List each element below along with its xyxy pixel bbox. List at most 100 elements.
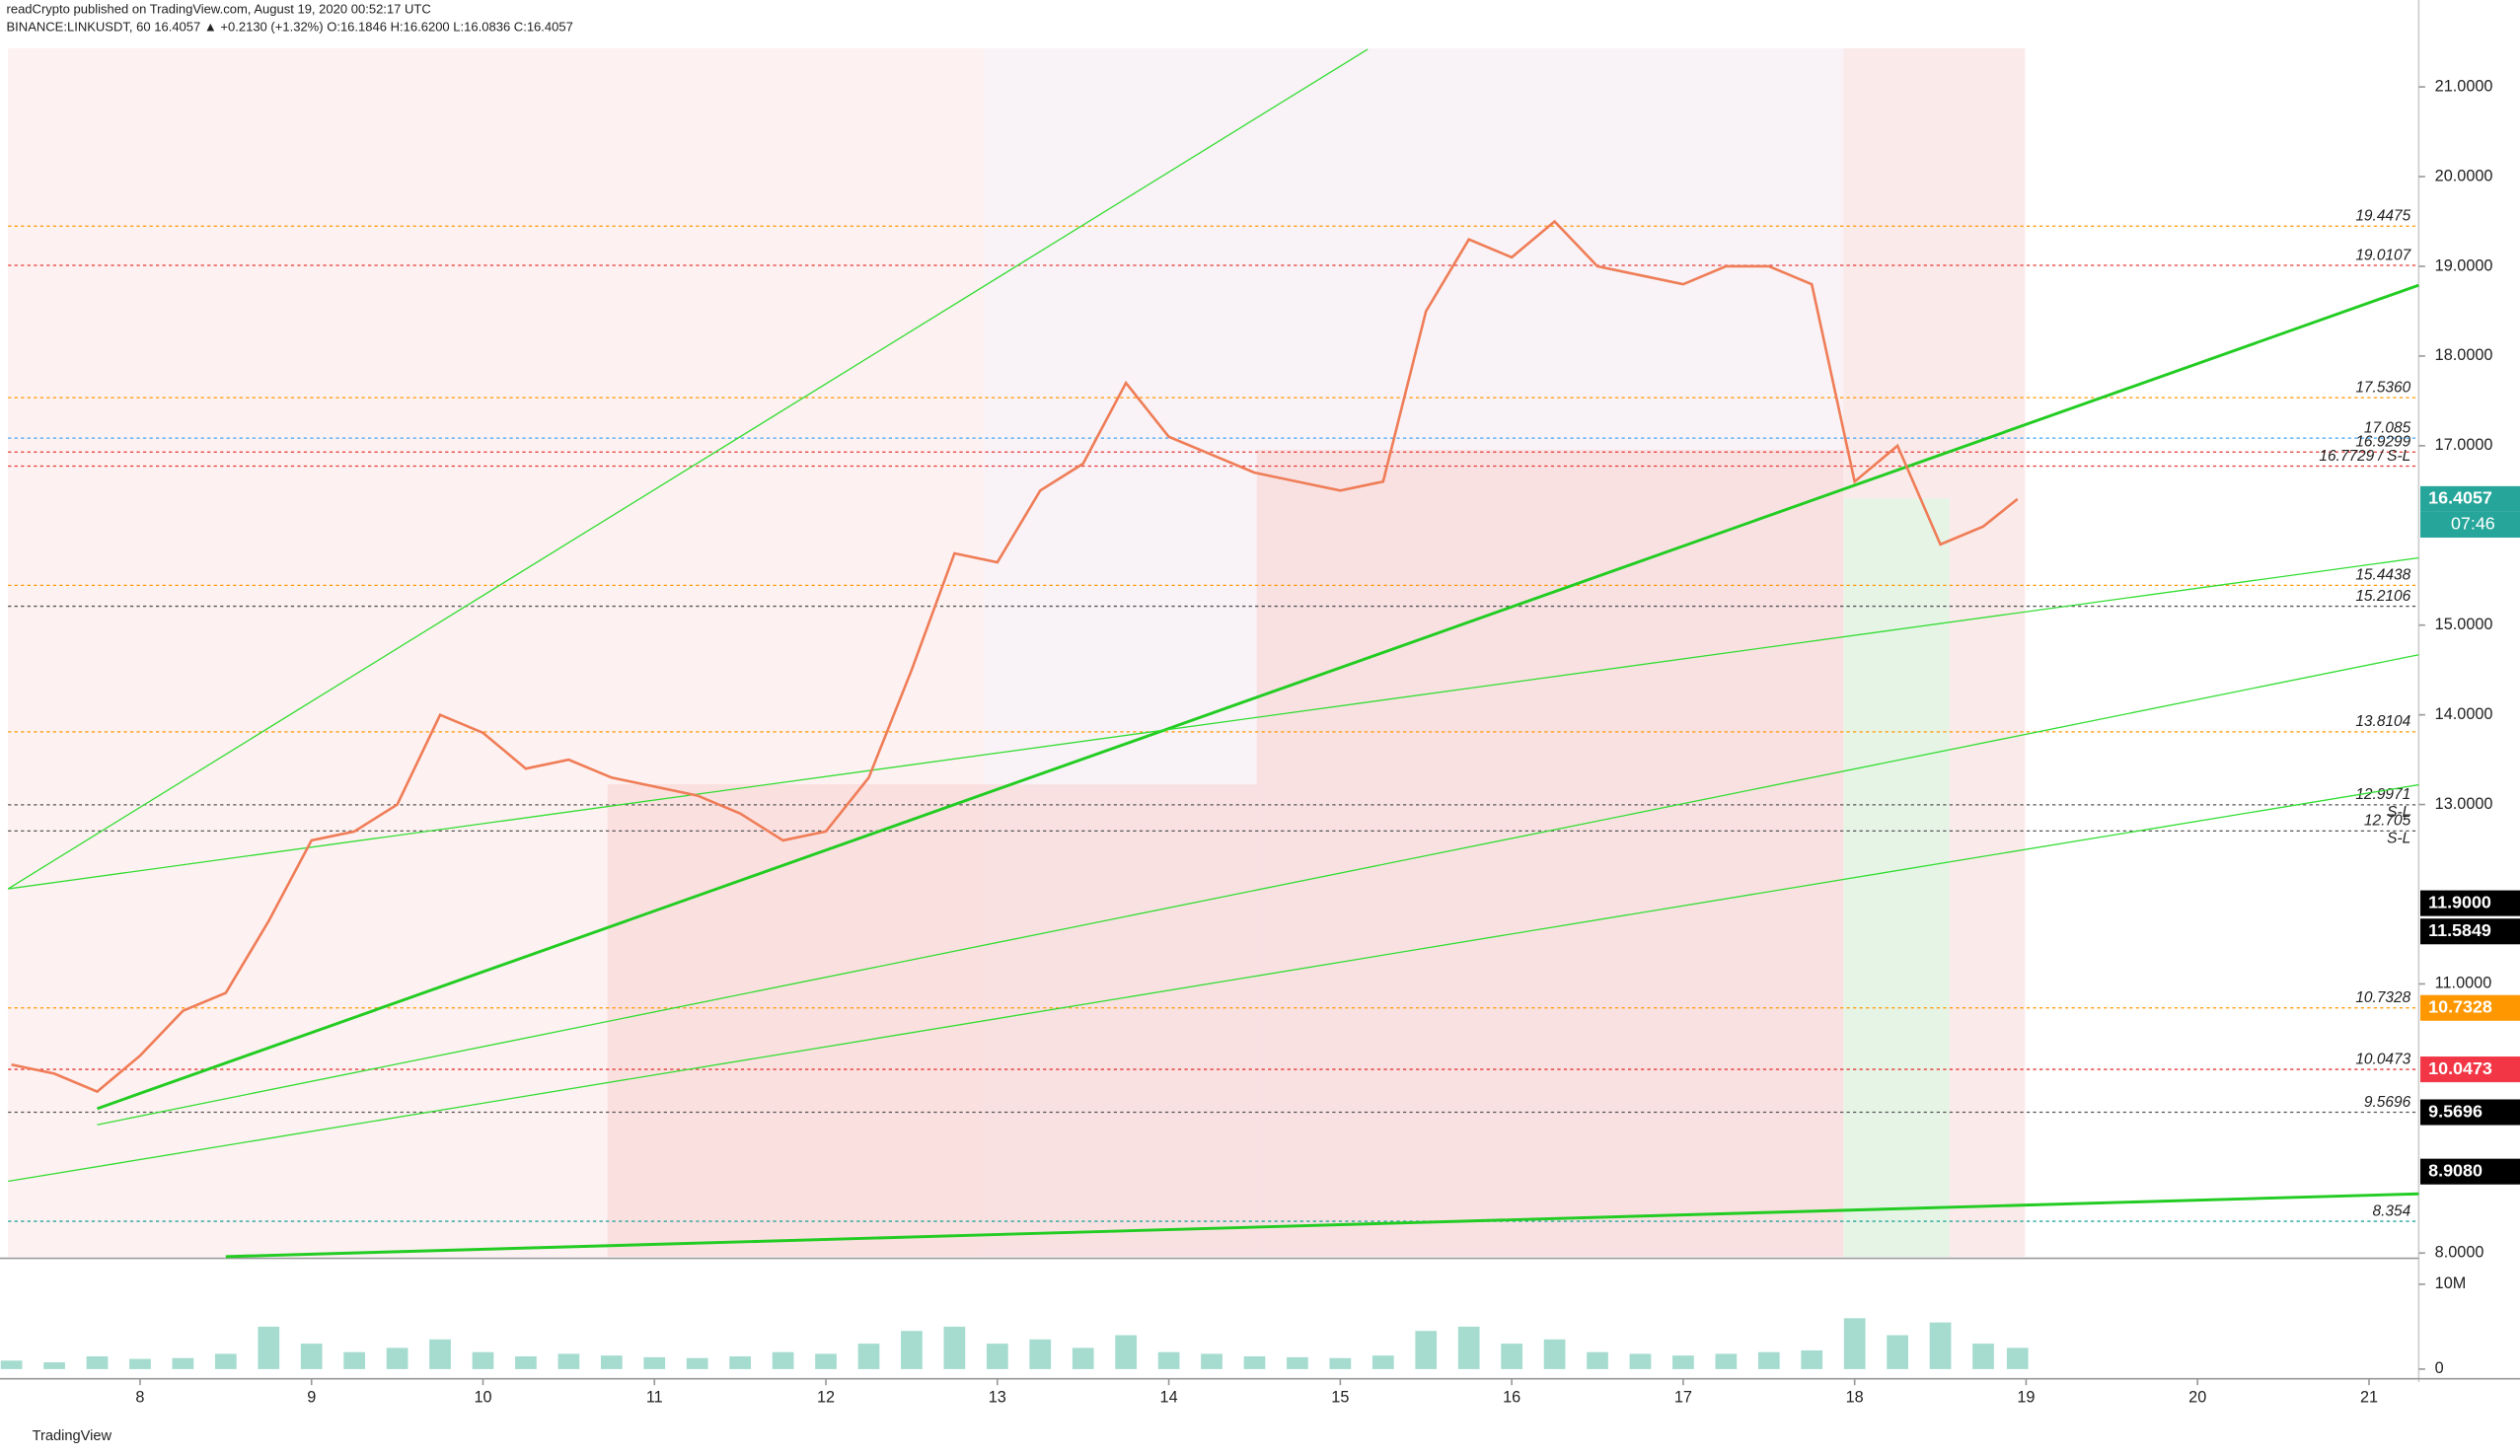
volume-bar: [643, 1356, 666, 1369]
volume-bar: [1672, 1355, 1694, 1369]
trend-line: [97, 283, 2419, 1111]
level-label: 15.2106: [2355, 588, 2410, 605]
volume-bar: [515, 1356, 537, 1369]
volume-bar: [1972, 1344, 1994, 1369]
trend-line: [8, 556, 2419, 890]
axis-badge: [2420, 1099, 2520, 1126]
level-note: S-L: [2387, 831, 2410, 847]
y-tick-label: 13.0000: [2435, 795, 2493, 813]
y-tick-label: 15.0000: [2435, 616, 2493, 633]
level-label: 15.4438: [2355, 567, 2410, 584]
volume-bar: [1587, 1351, 1608, 1369]
trend-line: [8, 783, 2419, 1183]
axis-badge: [2420, 1158, 2520, 1185]
volume-bar: [600, 1355, 623, 1369]
x-tick-label: 13: [989, 1389, 1006, 1407]
volume-bar: [1715, 1353, 1738, 1369]
volume-bar: [1757, 1351, 1780, 1369]
y-tick-label: 18.0000: [2435, 346, 2493, 364]
axis-badge-label: 8.9080: [2428, 1160, 2483, 1180]
y-tick-label: 11.0000: [2435, 975, 2492, 992]
volume-bar: [386, 1347, 408, 1369]
level-label: 13.8104: [2355, 713, 2410, 730]
x-tick-label: 16: [1503, 1389, 1520, 1407]
volume-bar: [986, 1344, 1008, 1369]
axis-badge: [2420, 485, 2520, 512]
volume-bar: [1115, 1335, 1138, 1369]
axis-badge-label: 10.0473: [2428, 1058, 2492, 1078]
volume-bar: [472, 1351, 494, 1369]
volume-bar: [857, 1344, 880, 1369]
volume-bar: [557, 1353, 580, 1369]
volume-bar: [1201, 1353, 1223, 1369]
level-label: 8.354: [2373, 1202, 2411, 1219]
x-tick-label: 15: [1331, 1389, 1349, 1407]
volume-bar: [1243, 1356, 1266, 1369]
volume-bar: [214, 1353, 237, 1369]
x-tick-label: 17: [1674, 1389, 1692, 1407]
publisher: readCrypto published on TradingView.com,…: [7, 1, 431, 16]
volume-bar: [1801, 1349, 1823, 1369]
volume-bar: [1371, 1355, 1394, 1369]
volume-bar: [686, 1357, 708, 1369]
volume-bar: [258, 1326, 280, 1369]
volume-bar: [1072, 1347, 1094, 1369]
volume-bar: [1029, 1339, 1052, 1369]
x-tick-label: 8: [135, 1389, 144, 1407]
volume-bar: [815, 1353, 837, 1369]
x-tick-label: 21: [2360, 1389, 2378, 1407]
volume-bar: [1501, 1344, 1522, 1369]
level-label: 16.9299: [2355, 434, 2410, 451]
volume-bar: [1629, 1353, 1652, 1369]
level-label: 16.7729 / S-L: [2319, 448, 2410, 465]
volume-bar: [2006, 1347, 2029, 1369]
axis-badge: [2420, 994, 2520, 1021]
zone: [607, 784, 1257, 1257]
volume-bar: [1457, 1326, 1480, 1369]
volume-bar: [772, 1351, 794, 1369]
volume-bar: [1329, 1357, 1352, 1369]
axis-badge-label: 9.5696: [2428, 1101, 2483, 1121]
price-line: [11, 219, 2019, 1094]
volume-bar: [1543, 1339, 1566, 1369]
countdown: 07:46: [2451, 514, 2495, 534]
axis-badge-label: 11.9000: [2428, 892, 2491, 911]
volume-bar: [1887, 1335, 1908, 1369]
trend-line: [97, 654, 2419, 1126]
volume-bar: [1287, 1356, 1308, 1369]
volume-bar: [1415, 1331, 1438, 1369]
level-label: 17.5360: [2355, 379, 2410, 396]
y-tick-label: 8.0000: [2435, 1244, 2484, 1262]
volume-bar: [1843, 1318, 1866, 1369]
level-note: S-L: [2387, 804, 2410, 821]
chart-title: BINANCE:LINKUSDT, 60 16.4057 ▲ +0.2130 (…: [7, 19, 573, 34]
axis-badge: [2420, 1056, 2520, 1083]
level-label: 10.7328: [2355, 989, 2410, 1006]
volume-bar: [0, 1360, 23, 1369]
x-tick-label: 11: [646, 1389, 663, 1407]
volume-bar: [1157, 1351, 1180, 1369]
y-tick-label: 21.0000: [2435, 77, 2493, 95]
axis-badge-label: 16.4057: [2428, 488, 2492, 508]
level-label: 9.5696: [2364, 1094, 2411, 1111]
brand: TradingView: [33, 1428, 112, 1444]
y-tick-label: 20.0000: [2435, 167, 2493, 184]
volume-bar: [943, 1326, 966, 1369]
trend-line: [225, 1192, 2419, 1259]
volume-bar: [86, 1356, 109, 1369]
volume-bar: [129, 1358, 151, 1369]
y-tick-label: 17.0000: [2435, 436, 2493, 454]
vol-tick-label: 10M: [2435, 1274, 2467, 1292]
x-tick-label: 12: [817, 1389, 835, 1407]
y-tick-label: 19.0000: [2435, 256, 2493, 274]
volume-bar: [172, 1357, 194, 1369]
volume-bar: [343, 1351, 366, 1369]
volume-bar: [429, 1339, 451, 1369]
x-tick-label: 10: [474, 1389, 491, 1407]
x-tick-label: 20: [2188, 1389, 2206, 1407]
level-label: 19.0107: [2355, 247, 2411, 263]
volume-bar: [300, 1344, 323, 1369]
level-label: 19.4475: [2355, 208, 2410, 225]
y-tick-label: 14.0000: [2435, 705, 2493, 723]
